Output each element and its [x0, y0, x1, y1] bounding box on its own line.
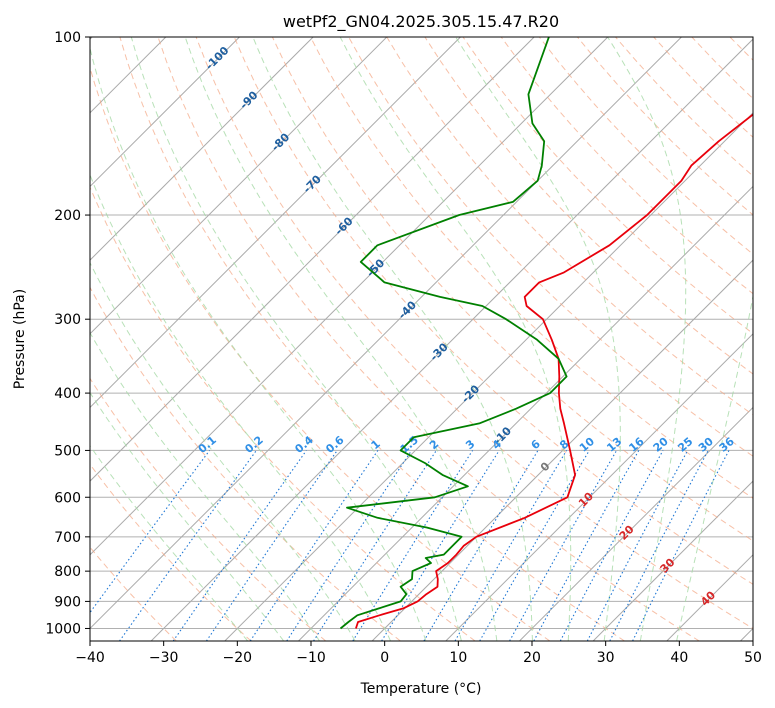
x-axis-label: Temperature (°C) [360, 681, 482, 697]
mixing-ratio-line [90, 450, 211, 614]
moist-adiabat [130, 37, 462, 641]
isotherm-line [150, 38, 753, 641]
isotherm-line [445, 333, 753, 641]
dry-adiabat [157, 37, 700, 641]
x-tick-label: −20 [223, 650, 253, 666]
mixing-ratio-line [286, 450, 413, 641]
mixing-ratio-line [509, 450, 618, 641]
isotherm-line [90, 37, 314, 261]
dry-adiabat [195, 37, 753, 630]
isotherm-line [90, 37, 609, 556]
mixing-ratio-line [119, 450, 257, 641]
mixing-ratio-line [172, 450, 307, 641]
plot-frame [89, 36, 754, 642]
moist-adiabat [90, 444, 249, 641]
y-axis-label: Pressure (hPa) [12, 289, 28, 389]
moist-adiabat [90, 46, 427, 641]
y-tick-label: 100 [54, 30, 81, 46]
y-tick-label: 600 [54, 490, 81, 506]
moist-adiabat [90, 391, 285, 641]
dry-adiabat [462, 37, 753, 335]
moist-adiabat [252, 37, 533, 641]
x-tick-label: 30 [597, 650, 615, 666]
moist-adiabat [90, 331, 320, 641]
dry-adiabat [90, 463, 252, 641]
mixing-ratio-line [313, 450, 437, 641]
moist-adiabat [184, 37, 498, 641]
chart-title: wetPf2_GN04.2025.305.15.47.R20 [283, 12, 559, 32]
x-tick-label: −10 [296, 650, 326, 666]
x-tick-label: −40 [75, 650, 105, 666]
profile-series [339, 37, 753, 630]
isotherm-line [90, 37, 388, 335]
x-tick-label: 0 [380, 650, 389, 666]
isotherm-line [90, 37, 240, 188]
y-tick-label: 500 [54, 443, 81, 459]
y-tick-label: 300 [54, 312, 81, 328]
moist-adiabat [90, 173, 392, 641]
dry-adiabat [271, 37, 753, 542]
mixing-ratio-line [559, 450, 664, 641]
moist-adiabat [90, 261, 356, 641]
x-tick-label: −30 [149, 650, 179, 666]
y-tick-label: 700 [54, 530, 81, 546]
x-tick-label: 50 [744, 650, 762, 666]
isotherm-line [90, 37, 461, 409]
y-tick-label: 900 [54, 594, 81, 610]
background-lines [90, 37, 753, 641]
temperature-profile-line [355, 113, 753, 629]
mixing-ratio-line [533, 450, 640, 641]
axis-ticks: −40 −30 −20 −10 0 10 20 30 40 50 100 200 300 400 500 60… [45, 30, 762, 666]
dry-adiabat [233, 37, 753, 585]
dry-adiabat [310, 37, 753, 499]
mixing-ratio-line [632, 450, 730, 641]
dry-adiabat [500, 37, 753, 295]
isotherm-line [90, 37, 535, 482]
mixing-ratio-line [381, 450, 500, 641]
x-tick-label: 20 [523, 650, 541, 666]
y-tick-label: 1000 [45, 621, 81, 637]
moist-adiabat [339, 37, 572, 641]
dewpoint-profile-line [339, 37, 568, 630]
x-tick-label: 40 [670, 650, 688, 666]
moist-adiabat [676, 293, 753, 641]
dry-adiabat [119, 37, 625, 641]
y-tick-label: 800 [54, 564, 81, 580]
mixing-ratio-line [205, 450, 338, 641]
isotherm-line [90, 37, 682, 630]
y-tick-label: 400 [54, 386, 81, 402]
isotherm-line [519, 406, 753, 641]
mixing-ratio-line [249, 450, 379, 641]
y-tick-label: 200 [54, 208, 81, 224]
isotherm-line [592, 480, 753, 641]
x-tick-label: 10 [449, 650, 467, 666]
dry-adiabat [90, 377, 327, 641]
isotherm-line [224, 112, 753, 641]
moist-adiabat [607, 37, 687, 641]
dry-adiabat [90, 66, 551, 641]
